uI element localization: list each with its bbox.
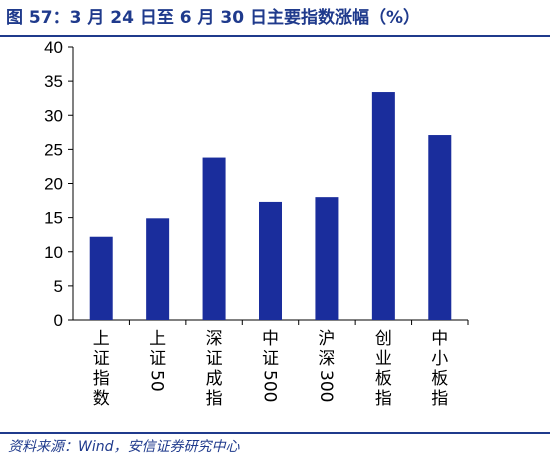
x-category-label-char: 证: [262, 349, 279, 369]
x-category-label-char: 指: [206, 389, 223, 409]
x-category-label-run: 300: [316, 370, 336, 402]
footer-divider: [0, 432, 550, 434]
y-tick-label: 40: [44, 38, 63, 57]
bar: [315, 197, 339, 320]
x-category-label-char: 成: [206, 369, 223, 389]
y-tick-label: 15: [44, 209, 63, 228]
y-tick-label: 30: [44, 106, 63, 125]
bar: [146, 218, 170, 320]
x-category-label-char: 小: [431, 349, 448, 369]
x-category-label-char: 上: [149, 329, 166, 349]
x-category-label-char: 板: [431, 369, 448, 389]
x-category-label-char: 证: [93, 349, 110, 369]
source-note: 资料来源：Wind，安信证券研究中心: [8, 439, 240, 455]
x-category-label-char: 中: [262, 329, 279, 349]
bar: [259, 201, 282, 320]
x-category-label-char: 指: [431, 389, 448, 409]
x-category-label-char: 板: [375, 369, 392, 389]
x-category-label-char: 深: [318, 349, 335, 369]
x-category-label-char: 创: [375, 329, 392, 349]
x-category-label-run: 50: [147, 370, 167, 392]
x-category-label-char: 沪: [318, 329, 335, 349]
y-tick-label: 5: [54, 277, 63, 296]
chart-bars: [89, 92, 452, 320]
x-category-label-char: 指: [93, 369, 110, 389]
x-category-label-char: 深: [206, 329, 223, 349]
y-tick-label: 20: [44, 175, 63, 194]
x-category-label-char: 证: [149, 349, 166, 369]
y-tick-label: 35: [44, 72, 63, 91]
y-tick-label: 25: [44, 140, 63, 159]
x-category-label-char: 上: [93, 329, 110, 349]
title-divider: [0, 35, 550, 37]
y-tick-label: 10: [44, 243, 63, 262]
bar: [371, 92, 395, 320]
bar: [89, 236, 113, 320]
x-category-label-run: 500: [260, 370, 280, 402]
bar: [428, 135, 452, 320]
x-category-label-char: 中: [431, 329, 448, 349]
x-category-label-char: 数: [93, 389, 110, 409]
y-tick-label: 0: [54, 311, 63, 330]
x-category-label-char: 指: [375, 389, 392, 409]
y-tick-labels: 0 5 10 15 20 25 30 35 40: [44, 38, 63, 330]
bar: [202, 157, 226, 320]
x-category-label-char: 业: [375, 349, 392, 369]
x-category-label-char: 证: [206, 349, 223, 369]
figure-title: 图 57：3 月 24 日至 6 月 30 日主要指数涨幅（%）: [6, 8, 421, 28]
